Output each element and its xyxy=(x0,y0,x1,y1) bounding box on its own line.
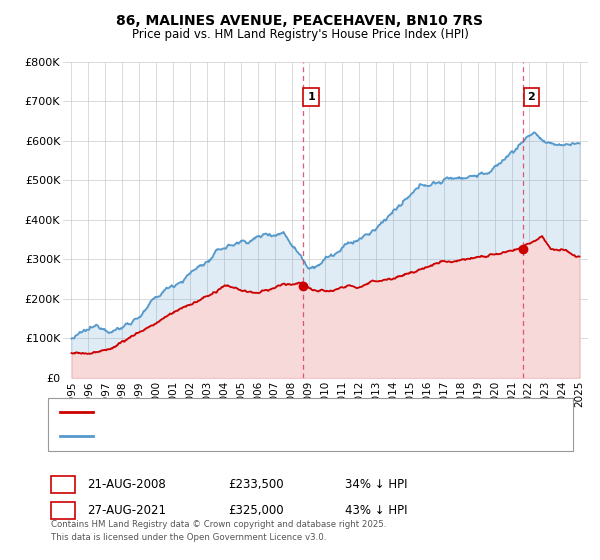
Text: £325,000: £325,000 xyxy=(228,504,284,517)
Text: Price paid vs. HM Land Registry's House Price Index (HPI): Price paid vs. HM Land Registry's House … xyxy=(131,28,469,41)
Text: 2: 2 xyxy=(527,92,535,102)
Text: 2: 2 xyxy=(59,504,67,517)
Text: Contains HM Land Registry data © Crown copyright and database right 2025.: Contains HM Land Registry data © Crown c… xyxy=(51,520,386,529)
Text: 27-AUG-2021: 27-AUG-2021 xyxy=(87,504,166,517)
Text: 86, MALINES AVENUE, PEACEHAVEN, BN10 7RS (detached house): 86, MALINES AVENUE, PEACEHAVEN, BN10 7RS… xyxy=(99,408,439,418)
Text: 86, MALINES AVENUE, PEACEHAVEN, BN10 7RS: 86, MALINES AVENUE, PEACEHAVEN, BN10 7RS xyxy=(116,14,484,28)
Text: 43% ↓ HPI: 43% ↓ HPI xyxy=(345,504,407,517)
Text: 1: 1 xyxy=(59,478,67,491)
Text: 1: 1 xyxy=(307,92,315,102)
Text: HPI: Average price, detached house, Lewes: HPI: Average price, detached house, Lewe… xyxy=(99,431,324,441)
Text: 21-AUG-2008: 21-AUG-2008 xyxy=(87,478,166,491)
Text: 34% ↓ HPI: 34% ↓ HPI xyxy=(345,478,407,491)
Text: This data is licensed under the Open Government Licence v3.0.: This data is licensed under the Open Gov… xyxy=(51,533,326,542)
Text: £233,500: £233,500 xyxy=(228,478,284,491)
